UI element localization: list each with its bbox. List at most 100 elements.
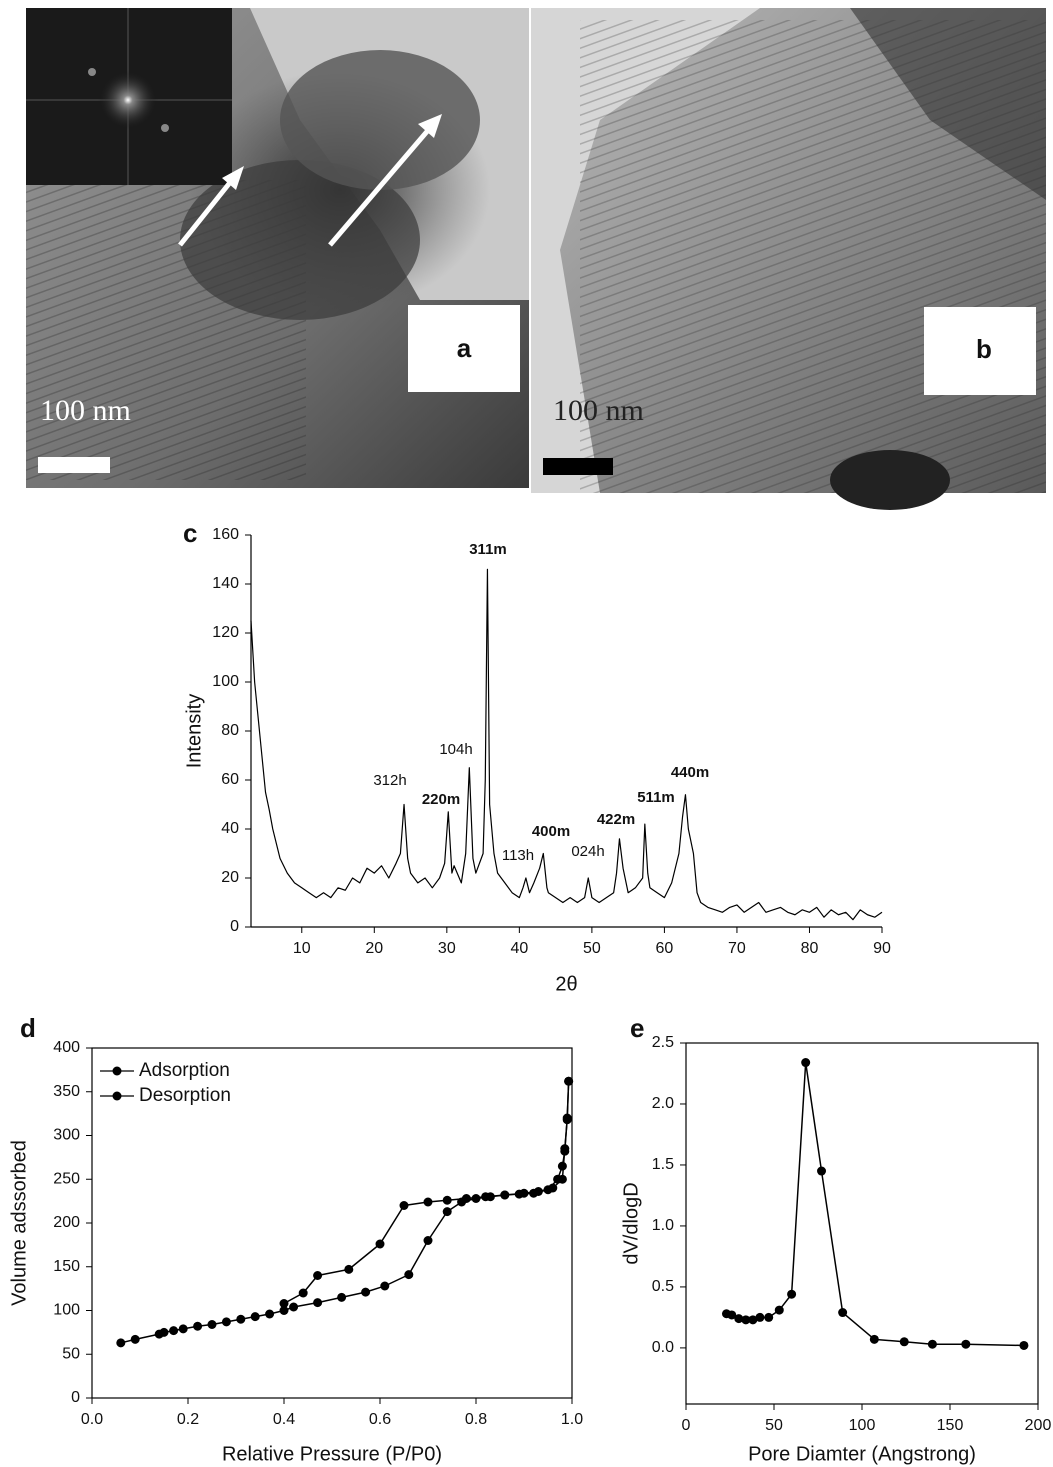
x-tick-label: 80	[801, 940, 819, 957]
data-point	[764, 1312, 774, 1322]
data-line	[120, 1081, 570, 1344]
peak-label: 113h	[502, 847, 534, 864]
y-tick-label: 400	[53, 1039, 80, 1056]
x-tick-label: 0	[682, 1417, 691, 1434]
data-point	[344, 1264, 354, 1274]
legend-marker	[112, 1091, 122, 1101]
plot-frame	[685, 1042, 1039, 1405]
peak-label: 312h	[373, 772, 406, 789]
data-point	[236, 1314, 246, 1324]
y-tick-label: 60	[221, 771, 239, 788]
y-tick-label: 0	[230, 918, 239, 935]
data-point	[207, 1320, 217, 1329]
x-tick-label: 0.0	[81, 1411, 103, 1428]
image-panel-a: a 100 nm	[26, 8, 529, 488]
data-point	[313, 1298, 323, 1308]
data-point	[193, 1321, 203, 1331]
y-axis-label: Intensity	[183, 694, 205, 768]
x-axis-label: 2θ	[555, 973, 577, 995]
y-tick-label: 100	[53, 1302, 80, 1319]
y-tick-label: 0	[71, 1389, 80, 1406]
data-point	[279, 1299, 289, 1308]
data-point	[116, 1338, 126, 1348]
data-point	[560, 1144, 570, 1154]
data-point	[178, 1324, 188, 1334]
data-point	[801, 1058, 811, 1068]
legend-label: Desorption	[139, 1085, 231, 1106]
y-tick-label: 1.5	[652, 1156, 674, 1173]
x-tick-label: 70	[728, 940, 746, 957]
data-point	[380, 1281, 390, 1291]
data-point	[787, 1289, 797, 1299]
data-point	[130, 1334, 140, 1344]
legend-label: Adsorption	[139, 1060, 230, 1081]
x-tick-label: 20	[365, 940, 383, 957]
data-point	[774, 1305, 784, 1315]
x-tick-label: 50	[583, 940, 601, 957]
y-tick-label: 300	[53, 1127, 80, 1144]
data-line	[726, 1061, 1024, 1347]
y-tick-label: 150	[53, 1258, 80, 1275]
x-tick-label: 150	[937, 1417, 964, 1434]
y-tick-label: 40	[221, 820, 239, 837]
data-point	[471, 1194, 481, 1203]
image-panel-b: b 100 nm	[531, 8, 1046, 510]
data-line	[250, 568, 883, 921]
data-point	[869, 1334, 879, 1344]
y-axis-label: dV/dlogD	[620, 1182, 642, 1264]
data-point	[748, 1315, 758, 1325]
data-point	[159, 1327, 169, 1337]
x-tick-label: 100	[849, 1417, 876, 1434]
data-point	[961, 1339, 971, 1349]
data-point	[265, 1309, 275, 1319]
data-point	[289, 1302, 299, 1312]
data-point	[404, 1270, 414, 1280]
x-axis-label: Pore Diamter (Angstrong)	[748, 1443, 976, 1465]
data-point	[562, 1115, 572, 1125]
data-point	[548, 1183, 558, 1193]
panel-label: d	[20, 1013, 36, 1043]
data-point	[399, 1201, 409, 1210]
x-axis-label: Relative Pressure (P/P0)	[222, 1443, 442, 1465]
scale-label: 100 nm	[40, 394, 131, 427]
peak-label: 220m	[422, 791, 460, 808]
x-tick-label: 200	[1025, 1417, 1052, 1434]
y-tick-label: 20	[221, 869, 239, 886]
x-tick-label: 60	[656, 940, 674, 957]
peak-label: 311m	[469, 541, 507, 558]
x-tick-label: 10	[293, 940, 311, 957]
data-point	[298, 1288, 308, 1298]
data-line	[283, 1081, 570, 1305]
y-tick-label: 140	[212, 575, 239, 592]
data-point	[564, 1076, 574, 1086]
y-tick-label: 50	[62, 1345, 80, 1362]
peak-label: 104h	[439, 741, 472, 758]
peak-label: 024h	[571, 843, 604, 860]
x-tick-label: 0.8	[465, 1411, 487, 1428]
data-point	[279, 1306, 289, 1315]
image-label: a	[457, 333, 472, 363]
data-point	[423, 1197, 433, 1207]
peak-label: 440m	[671, 764, 709, 781]
data-point	[250, 1312, 260, 1322]
y-tick-label: 0.0	[652, 1339, 674, 1356]
y-tick-label: 200	[53, 1214, 80, 1231]
data-point	[423, 1236, 433, 1245]
data-point	[461, 1194, 471, 1203]
x-tick-label: 0.6	[369, 1411, 391, 1428]
data-point	[500, 1190, 510, 1200]
x-tick-label: 0.4	[273, 1411, 295, 1428]
y-tick-label: 350	[53, 1083, 80, 1100]
data-point	[755, 1312, 765, 1322]
data-point	[481, 1192, 491, 1202]
legend-marker	[112, 1066, 122, 1076]
y-tick-label: 120	[212, 624, 239, 641]
panel-label: c	[183, 518, 197, 548]
y-tick-label: 80	[221, 722, 239, 739]
image-label: b	[976, 334, 992, 364]
data-point	[361, 1287, 371, 1297]
peak-label: 422m	[597, 811, 635, 828]
x-tick-label: 1.0	[561, 1411, 583, 1428]
